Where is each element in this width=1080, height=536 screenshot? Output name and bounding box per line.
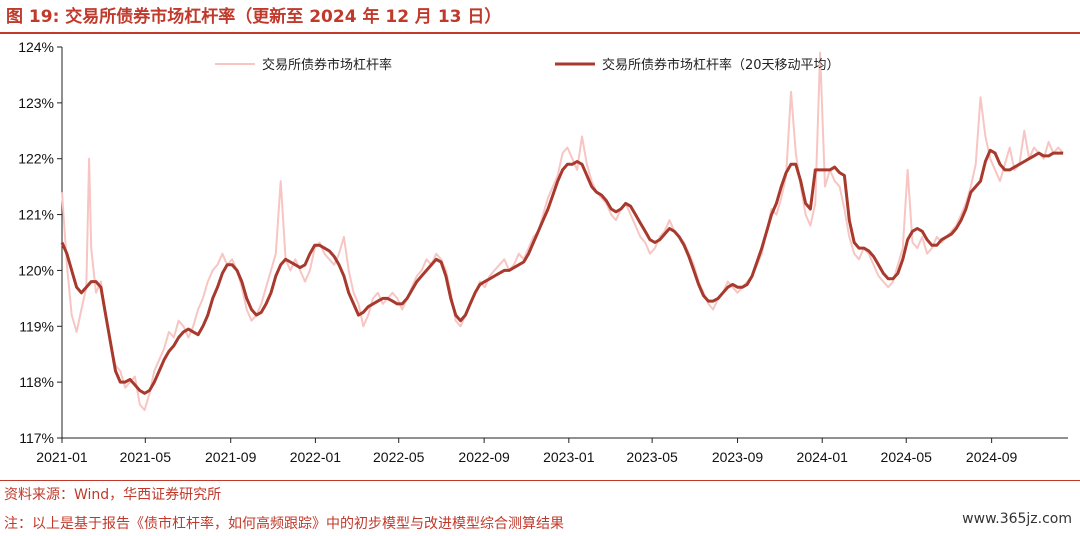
methodology-note: 注：以上是基于报告《债市杠杆率，如何高频跟踪》中的初步模型与改进模型综合测算结果	[4, 516, 564, 532]
y-tick-label: 120%	[18, 262, 54, 278]
y-axis: 117% 118% 119% 120% 121% 122% 123% 124%	[18, 39, 63, 446]
y-tick-label: 121%	[18, 207, 54, 223]
y-tick-label: 122%	[18, 151, 54, 167]
x-tick-label: 2022-05	[373, 449, 425, 465]
plot-area	[60, 51, 1064, 412]
x-tick-label: 2023-09	[712, 449, 764, 465]
x-tick-label: 2021-09	[205, 449, 257, 465]
x-tick-label: 2021-01	[36, 449, 88, 465]
x-tick-label: 2023-05	[626, 449, 678, 465]
series-line-moving-average	[60, 148, 1064, 395]
x-tick-label: 2023-01	[543, 449, 595, 465]
x-tick-label: 2021-05	[120, 449, 172, 465]
x-tick-label: 2022-01	[290, 449, 342, 465]
chart-title: 图 19: 交易所债券市场杠杆率（更新至 2024 年 12 月 13 日）	[6, 7, 502, 27]
leverage-line-chart: 117% 118% 119% 120% 121% 122% 123% 124% 2021-01…	[18, 39, 1068, 465]
legend-label-raw: 交易所债券市场杠杆率	[262, 57, 392, 73]
legend-label-ma: 交易所债券市场杠杆率（20天移动平均）	[602, 57, 840, 73]
x-tick-label: 2024-09	[966, 449, 1018, 465]
y-tick-label: 119%	[19, 318, 54, 334]
source-note: 资料来源：Wind，华西证券研究所	[4, 487, 222, 503]
x-tick-label: 2024-05	[881, 449, 933, 465]
watermark: www.365jz.com	[962, 511, 1072, 527]
footer-divider	[0, 480, 1080, 481]
legend: 交易所债券市场杠杆率 交易所债券市场杠杆率（20天移动平均）	[215, 57, 840, 73]
x-tick-label: 2022-09	[458, 449, 510, 465]
y-tick-label: 124%	[18, 39, 54, 55]
title-divider	[0, 32, 1080, 34]
y-tick-label: 118%	[19, 374, 54, 390]
y-tick-label: 123%	[18, 95, 54, 111]
x-axis: 2021-01 2021-05 2021-09 2022-01 2022-05 2022-…	[36, 437, 1068, 465]
series-line-raw	[61, 51, 1064, 412]
y-tick-label: 117%	[19, 430, 54, 446]
x-tick-label: 2024-01	[797, 449, 849, 465]
